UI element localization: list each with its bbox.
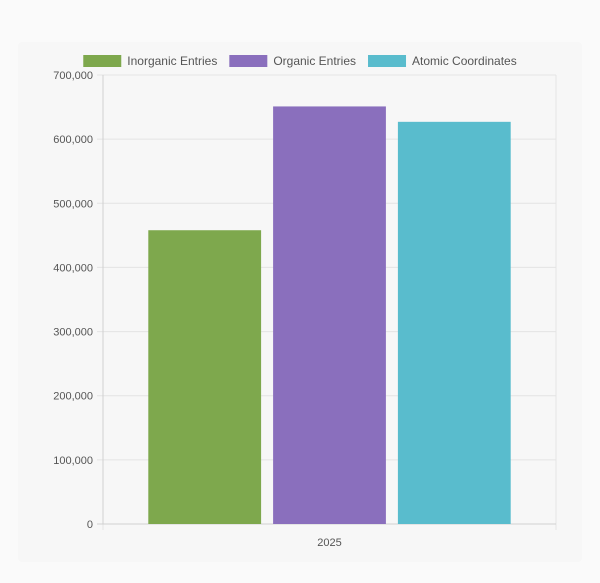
legend-item-inorganic-entries[interactable]: Inorganic Entries <box>83 54 217 68</box>
bars <box>148 106 511 525</box>
y-tick-label: 100,000 <box>53 455 93 467</box>
y-tick-label: 700,000 <box>53 70 93 82</box>
y-tick-label: 200,000 <box>53 391 93 403</box>
y-tick-label: 0 <box>87 519 93 531</box>
legend-label: Atomic Coordinates <box>412 54 517 68</box>
bar-organic-entries[interactable] <box>273 106 386 525</box>
bar-atomic-coordinates[interactable] <box>397 121 511 525</box>
y-tick-label: 500,000 <box>53 198 93 210</box>
x-tick-label: 2025 <box>317 537 341 549</box>
legend-swatch <box>229 55 268 67</box>
legend-swatch <box>368 55 407 67</box>
y-tick-labels: 0 100,000 200,000 300,000 400,000 500,000 600,… <box>53 70 93 531</box>
legend-label: Inorganic Entries <box>127 54 217 68</box>
bar-inorganic-entries[interactable] <box>148 230 262 524</box>
legend-item-organic-entries[interactable]: Organic Entries <box>229 54 356 68</box>
legend: Inorganic Entries Organic Entries Atomic C… <box>83 54 517 68</box>
legend-swatch <box>83 55 122 67</box>
y-tick-label: 600,000 <box>53 134 93 146</box>
y-tick-label: 400,000 <box>53 262 93 274</box>
y-tick-label: 300,000 <box>53 327 93 339</box>
x-tick-labels: 2025 <box>317 537 341 549</box>
legend-item-atomic-coordinates[interactable]: Atomic Coordinates <box>368 54 517 68</box>
legend-label: Organic Entries <box>273 54 356 68</box>
